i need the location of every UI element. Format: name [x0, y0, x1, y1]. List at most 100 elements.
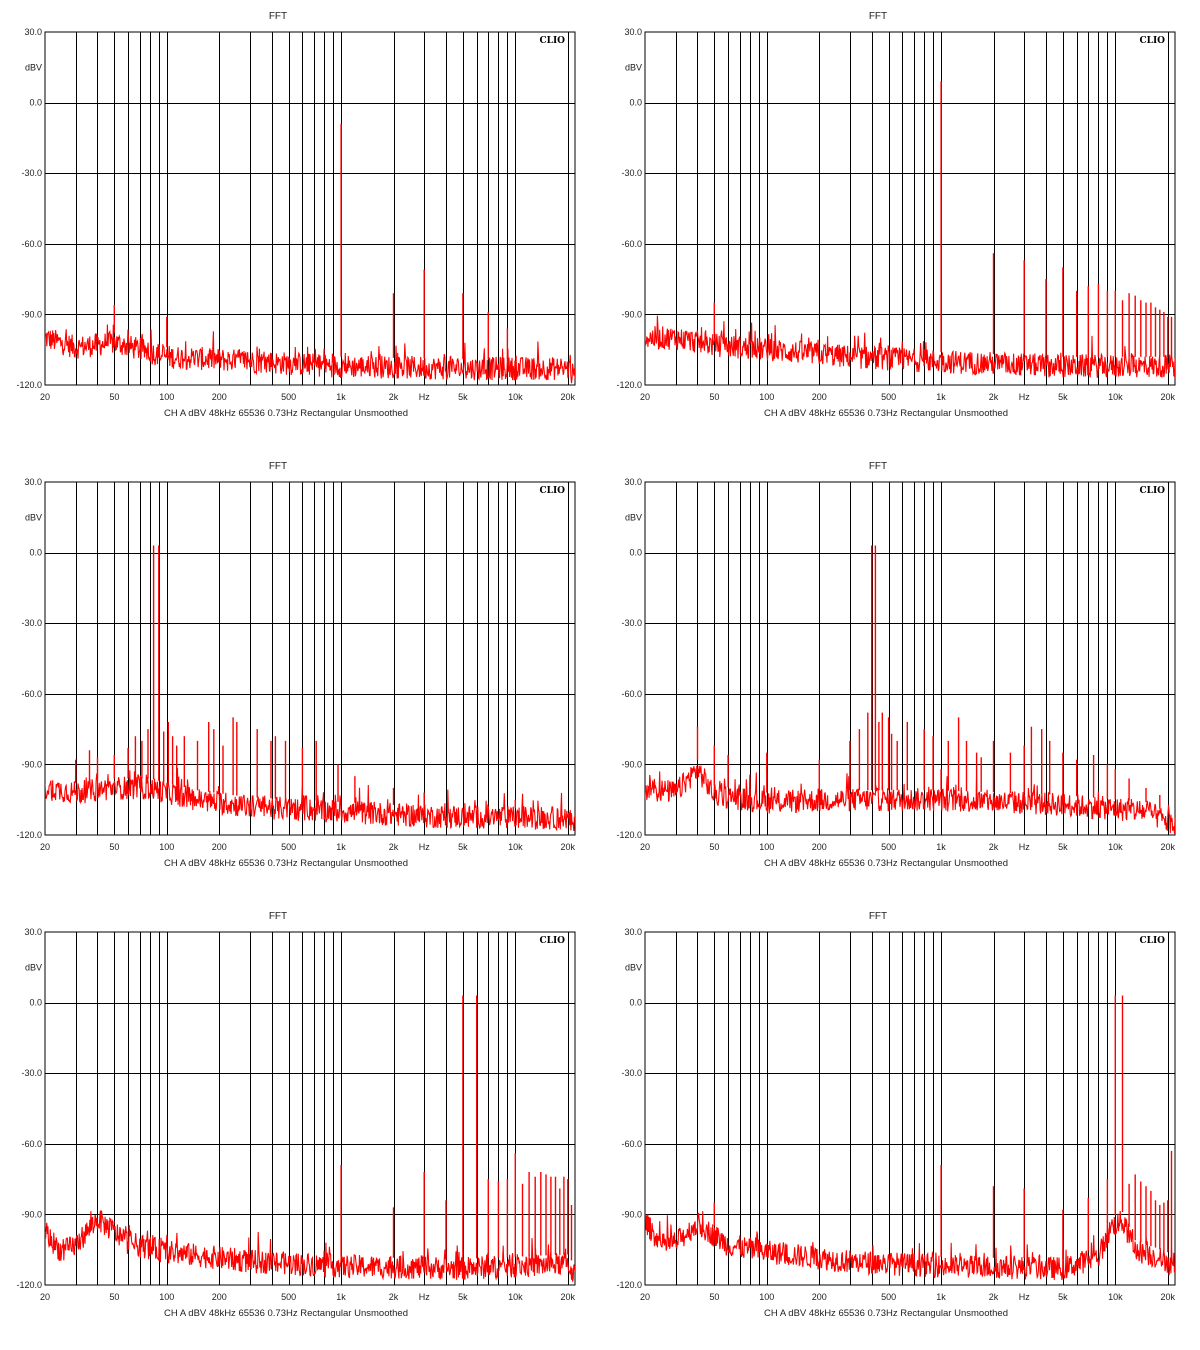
x-tick-label: 10k — [1108, 392, 1123, 402]
y-tick-label: -60.0 — [621, 239, 642, 249]
fft-panel: FFT 30.0 0.0 -30.0 -60.0 -90.0 -120.0 dBV 20 50 10… — [616, 11, 1175, 419]
x-tick-label: Hz — [419, 842, 430, 852]
clio-logo: CLIO — [539, 486, 565, 496]
fft-panel: FFT 30.0 0.0 -30.0 -60.0 -90.0 -120.0 dBV 20 50 10… — [616, 911, 1175, 1319]
x-tick-label: 500 — [281, 392, 296, 402]
y-tick-label: -120.0 — [16, 1280, 42, 1290]
x-tick-label: 20 — [40, 1292, 50, 1302]
x-tick-label: 100 — [159, 1292, 174, 1302]
y-axis-unit: dBV — [25, 512, 42, 522]
x-tick-label: 50 — [109, 392, 119, 402]
x-tick-label: 20 — [640, 392, 650, 402]
x-tick-label: Hz — [1019, 1292, 1030, 1302]
x-tick-label: 1k — [936, 1292, 946, 1302]
y-tick-label: -60.0 — [21, 239, 42, 249]
x-tick-label: 200 — [812, 392, 827, 402]
y-tick-label: -60.0 — [621, 1139, 642, 1149]
x-tick-label: 1k — [336, 842, 346, 852]
y-tick-label: 30.0 — [624, 927, 642, 937]
chart-title: FFT — [269, 911, 287, 922]
x-tick-label: 500 — [881, 842, 896, 852]
y-tick-label: 0.0 — [29, 548, 42, 558]
x-tick-label: 2k — [389, 842, 399, 852]
measurement-info: CH A dBV 48kHz 65536 0.73Hz Rectangular … — [764, 858, 1008, 869]
x-tick-label: 50 — [709, 392, 719, 402]
y-tick-label: -120.0 — [616, 830, 642, 840]
y-tick-label: -120.0 — [616, 1280, 642, 1290]
x-tick-label: 2k — [989, 392, 999, 402]
y-tick-label: 0.0 — [29, 98, 42, 108]
measurement-info: CH A dBV 48kHz 65536 0.73Hz Rectangular … — [764, 408, 1008, 419]
y-tick-label: -90.0 — [621, 759, 642, 769]
y-tick-label: 0.0 — [629, 548, 642, 558]
x-tick-label: 1k — [336, 392, 346, 402]
y-axis-unit: dBV — [625, 962, 642, 972]
chart-title: FFT — [269, 11, 287, 22]
x-tick-label: 200 — [812, 842, 827, 852]
x-tick-label: 10k — [508, 392, 523, 402]
x-tick-label: Hz — [419, 392, 430, 402]
measurement-info: CH A dBV 48kHz 65536 0.73Hz Rectangular … — [164, 1308, 408, 1319]
y-axis-unit: dBV — [625, 512, 642, 522]
x-tick-label: 10k — [508, 1292, 523, 1302]
y-tick-label: -30.0 — [621, 168, 642, 178]
x-tick-label: 20k — [1161, 392, 1176, 402]
x-tick-label: 5k — [1058, 392, 1068, 402]
x-tick-label: 5k — [458, 842, 468, 852]
y-tick-label: 30.0 — [24, 927, 42, 937]
y-tick-label: -30.0 — [21, 618, 42, 628]
x-tick-label: 200 — [212, 842, 227, 852]
y-tick-label: 0.0 — [629, 998, 642, 1008]
measurement-info: CH A dBV 48kHz 65536 0.73Hz Rectangular … — [164, 408, 408, 419]
x-tick-label: 5k — [458, 1292, 468, 1302]
fft-noise-trace — [45, 324, 575, 384]
plot-frame — [644, 31, 1176, 386]
x-tick-label: 20k — [1161, 842, 1176, 852]
y-tick-label: -30.0 — [21, 1068, 42, 1078]
x-tick-label: 50 — [109, 842, 119, 852]
x-tick-label: 100 — [759, 392, 774, 402]
x-tick-label: 1k — [936, 842, 946, 852]
x-tick-label: 500 — [281, 842, 296, 852]
x-tick-label: 200 — [212, 1292, 227, 1302]
measurement-info: CH A dBV 48kHz 65536 0.73Hz Rectangular … — [164, 858, 408, 869]
y-tick-label: -90.0 — [21, 1209, 42, 1219]
x-tick-label: Hz — [419, 1292, 430, 1302]
x-tick-label: 20 — [40, 392, 50, 402]
x-tick-label: 10k — [508, 842, 523, 852]
x-tick-label: 100 — [759, 842, 774, 852]
x-tick-label: 20 — [640, 842, 650, 852]
x-tick-label: 20k — [561, 392, 576, 402]
plot-frame — [44, 931, 576, 1286]
x-tick-label: 200 — [812, 1292, 827, 1302]
x-tick-label: 50 — [709, 1292, 719, 1302]
chart-title: FFT — [869, 11, 887, 22]
x-tick-label: 1k — [336, 1292, 346, 1302]
plot-frame — [644, 931, 1176, 1286]
fft-panel: FFT 30.0 0.0 -30.0 -60.0 -90.0 -120.0 dBV 20 50 10… — [16, 461, 575, 869]
x-tick-label: 100 — [159, 392, 174, 402]
x-tick-label: 100 — [159, 842, 174, 852]
x-tick-label: 20 — [640, 1292, 650, 1302]
fft-panel: FFT 30.0 0.0 -30.0 -60.0 -90.0 -120.0 dBV 20 50 10… — [16, 11, 575, 419]
clio-logo: CLIO — [1139, 936, 1165, 946]
y-tick-label: -90.0 — [621, 309, 642, 319]
fft-noise-trace — [645, 1210, 1175, 1281]
x-tick-label: 50 — [109, 1292, 119, 1302]
x-tick-label: 20k — [561, 1292, 576, 1302]
x-tick-label: 5k — [1058, 842, 1068, 852]
plot-frame — [44, 31, 576, 386]
clio-logo: CLIO — [1139, 36, 1165, 46]
y-axis-unit: dBV — [25, 62, 42, 72]
x-tick-label: 200 — [212, 392, 227, 402]
x-tick-label: 500 — [881, 392, 896, 402]
chart-title: FFT — [869, 911, 887, 922]
y-tick-label: -30.0 — [621, 618, 642, 628]
x-tick-label: 5k — [458, 392, 468, 402]
y-tick-label: 30.0 — [24, 27, 42, 37]
y-tick-label: -60.0 — [21, 1139, 42, 1149]
x-tick-label: 10k — [1108, 1292, 1123, 1302]
x-tick-label: 100 — [759, 1292, 774, 1302]
y-tick-label: -90.0 — [21, 759, 42, 769]
